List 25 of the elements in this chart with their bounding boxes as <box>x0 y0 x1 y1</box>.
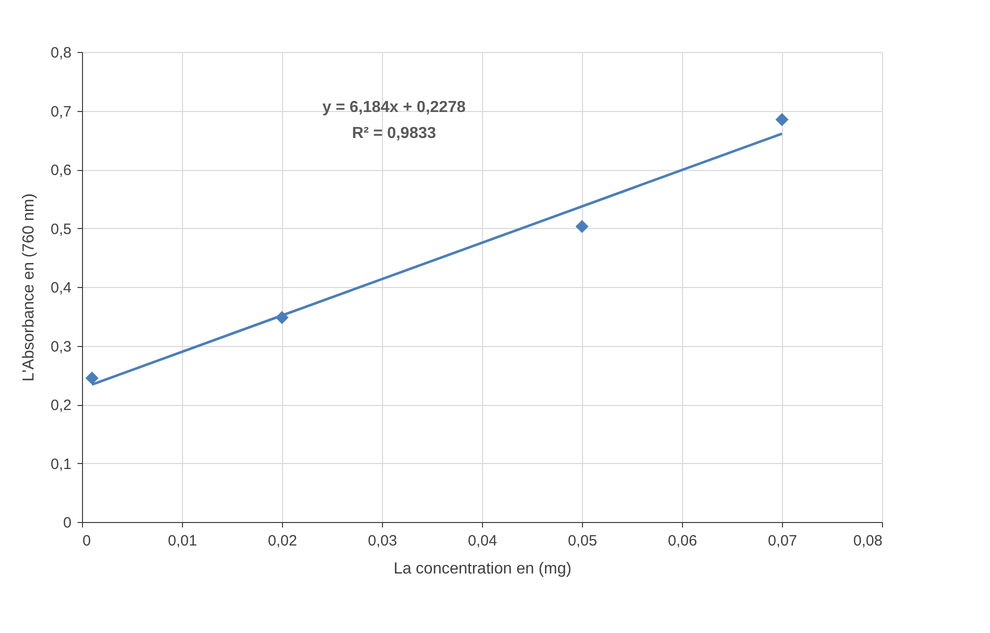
y-tick-label: 0,7 <box>50 103 72 120</box>
x-tick-label: 0,01 <box>168 532 198 550</box>
y-tick-label: 0,6 <box>50 162 72 179</box>
y-axis-title: L'Absorbance en (760 nm) <box>20 193 38 382</box>
annotation: y = 6,184x + 0,2278 <box>322 99 466 116</box>
annotation: R² = 0,9833 <box>352 125 436 142</box>
y-tick-label: 0,4 <box>50 280 72 296</box>
y-tick-label: 0,2 <box>50 397 72 414</box>
x-tick-label: 0,02 <box>268 532 298 550</box>
x-tick-label: 0,06 <box>668 532 698 550</box>
x-tick-label: 0,03 <box>368 532 398 550</box>
y-tick-label: 0,8 <box>50 44 72 62</box>
point <box>85 372 99 385</box>
y-tick-label: 0,1 <box>50 456 72 473</box>
y-tick-label: 0,5 <box>50 220 72 238</box>
x-tick-label: 0,08 <box>853 532 882 550</box>
x-tick-label: 0,07 <box>768 532 798 550</box>
point <box>775 113 789 126</box>
x-tick-label: 0 <box>82 532 91 550</box>
x-tick-label: 0,04 <box>468 532 498 550</box>
y-tick-label: 0 <box>63 514 72 532</box>
x-axis-title: La concentration en (mg) <box>394 560 572 578</box>
x-tick-label: 0,05 <box>568 532 598 550</box>
point <box>575 220 589 234</box>
y-tick-label: 0,3 <box>50 338 72 356</box>
